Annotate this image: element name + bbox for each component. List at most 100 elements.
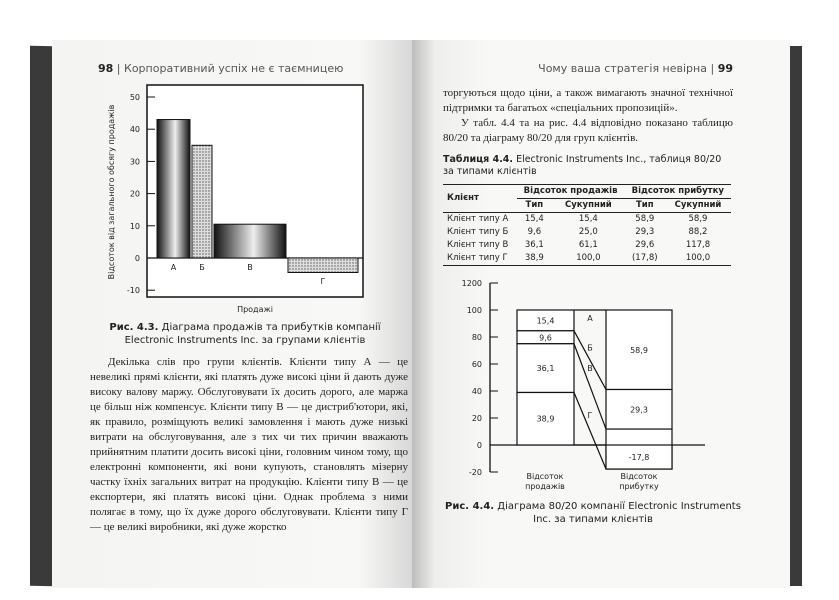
table-cell: 100,0 (685, 253, 711, 263)
bar-1 (156, 119, 191, 259)
y-tick-label: 30 (130, 157, 140, 166)
group-label: А (587, 314, 593, 323)
segment-label: -17,8 (629, 453, 650, 462)
table-cell: Клієнт типу Б (447, 227, 509, 237)
sales-segment (516, 343, 575, 394)
book-edge-left (30, 45, 54, 587)
bar-label: В (247, 263, 253, 272)
group-label: В (587, 364, 593, 373)
segment-label: 38,9 (537, 415, 555, 424)
segment-label: 58,9 (630, 346, 648, 355)
left-running-head-text: Корпоративний успіх не є таємницею (124, 62, 344, 75)
figure-4-3-caption: Рис. 4.3. Діаграма продажів та прибутків… (100, 321, 390, 347)
profit-axis-label: прибутку (619, 482, 659, 491)
bar-3 (213, 223, 287, 259)
connector-line (573, 330, 607, 390)
sales-axis-label: Відсоток (527, 472, 564, 481)
left-page-number: 98 (98, 62, 114, 75)
80-20-diagram: 1200 100 80 60 40 20 0 -20 15,4 9,6 36,1 38,9 58,9 29… (462, 279, 705, 491)
profit-segment (605, 309, 673, 391)
table-cell: Клієнт типу Г (447, 253, 508, 263)
left-page-content: 98 | Корпоративний успіх не є таємницею … (90, 62, 408, 535)
table-cell: 36,1 (524, 240, 544, 250)
y-tick-label: -20 (469, 468, 482, 477)
table-cell: 15,4 (524, 214, 544, 224)
y-tick-label: 50 (130, 93, 140, 102)
y-tick-label: 10 (130, 222, 140, 231)
group-label: Б (587, 344, 593, 353)
book-edge-right (788, 46, 802, 586)
table-cell: 58,9 (635, 214, 655, 224)
y-tick-label: 60 (472, 360, 482, 369)
figure-4-4-caption: Рис. 4.4. Діаграма 80/20 компанії Electr… (443, 500, 743, 526)
y-tick-label: 40 (130, 125, 140, 134)
col-sales-type: Тип (525, 200, 544, 210)
right-running-head: Чому ваша стратегія невірна | 99 (538, 62, 733, 75)
table-cell: (17,8) (631, 253, 658, 263)
y-tick-label: 1200 (462, 279, 482, 288)
group-label: Г (588, 411, 593, 420)
segment-label: 15,4 (537, 316, 555, 325)
table-cell: 29,6 (635, 240, 655, 250)
table-4-4-caption: Таблиця 4.4. Electronic Instruments Inc.… (443, 154, 733, 178)
connector-line (573, 343, 607, 430)
figure-4-4-text: Діаграма 80/20 компанії Electronic Instr… (497, 501, 741, 525)
table-cell: Клієнт типу А (447, 214, 509, 224)
profit-segment (605, 444, 673, 470)
right-running-head-text: Чому ваша стратегія невірна (538, 62, 707, 75)
bar-label: А (171, 263, 177, 272)
table-row: Клієнт типу Б 9,6 25,0 29,3 88,2 (443, 226, 731, 239)
table-cell: 100,0 (576, 253, 601, 263)
bar-label: Г (321, 277, 326, 286)
left-paragraph: Декілька слів про групи клієнтів. Клієнт… (90, 356, 408, 533)
right-page-content: Чому ваша стратегія невірна | 99 торгуют… (443, 62, 741, 526)
connector-line (573, 392, 607, 470)
y-tick-label: 20 (472, 414, 482, 423)
table-cell: 117,8 (685, 240, 711, 250)
table-cell: 15,4 (578, 214, 598, 224)
sales-axis-label: продажів (525, 482, 565, 491)
y-tick-label: -10 (127, 286, 140, 295)
table-cell: 58,9 (688, 214, 708, 224)
right-paragraph-1: торгуються щодо ціни, а також вимагають … (443, 87, 733, 114)
table-cell: 29,3 (635, 227, 655, 237)
x-axis-label: Продажі (237, 305, 273, 314)
col-profit-cum: Сукупний (674, 200, 722, 210)
segment-label: 29,3 (630, 405, 648, 414)
col-group-sales: Відсоток продажів (516, 184, 625, 199)
profit-axis-label: Відсоток (621, 472, 658, 481)
segment-label: 36,1 (537, 364, 555, 373)
sales-profit-bar-chart: 50 40 30 20 10 0 -10 А Б В Г Продажі Відсоток від за… (107, 84, 364, 314)
table-cell: Клієнт типу В (447, 240, 509, 250)
col-client: Клієнт (447, 193, 479, 203)
y-tick-label: 0 (477, 441, 482, 450)
bar-4 (287, 257, 359, 273)
table-row: Клієнт типу Г 38,9 100,0 (17,8) 100,0 (443, 252, 731, 266)
right-page (412, 40, 790, 588)
bar-2 (191, 144, 213, 259)
figure-4-3-text: Діаграма продажів та прибутків компанії … (124, 322, 381, 346)
table-cell: 25,0 (578, 227, 598, 237)
table-row: Клієнт типу А 15,4 15,4 58,9 58,9 (443, 213, 731, 227)
y-tick-label: 80 (472, 333, 482, 342)
col-group-profit: Відсоток прибутку (624, 184, 731, 199)
table-cell: 38,9 (524, 253, 544, 263)
table-4-4: Клієнт Відсоток продажів Відсоток прибут… (443, 184, 731, 266)
table-4-4-label: Таблиця 4.4. (443, 154, 514, 165)
left-running-head: 98 | Корпоративний успіх не є таємницею (98, 62, 344, 75)
figure-4-3-label: Рис. 4.3. (109, 322, 159, 333)
y-axis-label: Відсоток від загального обсягу продажів (107, 104, 116, 279)
y-tick-label: 100 (467, 306, 482, 315)
col-sales-cum: Сукупний (564, 200, 612, 210)
bar-label: Б (199, 263, 205, 272)
right-paragraph-2: У табл. 4.4 та на рис. 4.4 відповідно по… (443, 117, 733, 144)
table-row: Клієнт типу В 36,1 61,1 29,6 117,8 (443, 239, 731, 252)
right-page-number: 99 (717, 62, 733, 75)
table-4-4-text: Electronic Instruments Inc., таблиця 80/… (443, 154, 722, 177)
table-cell: 61,1 (578, 240, 598, 250)
y-tick-label: 20 (130, 190, 140, 199)
table-cell: 88,2 (688, 227, 708, 237)
y-tick-label: 0 (135, 254, 140, 263)
sales-segment (516, 391, 575, 446)
segment-label: 9,6 (539, 333, 552, 342)
